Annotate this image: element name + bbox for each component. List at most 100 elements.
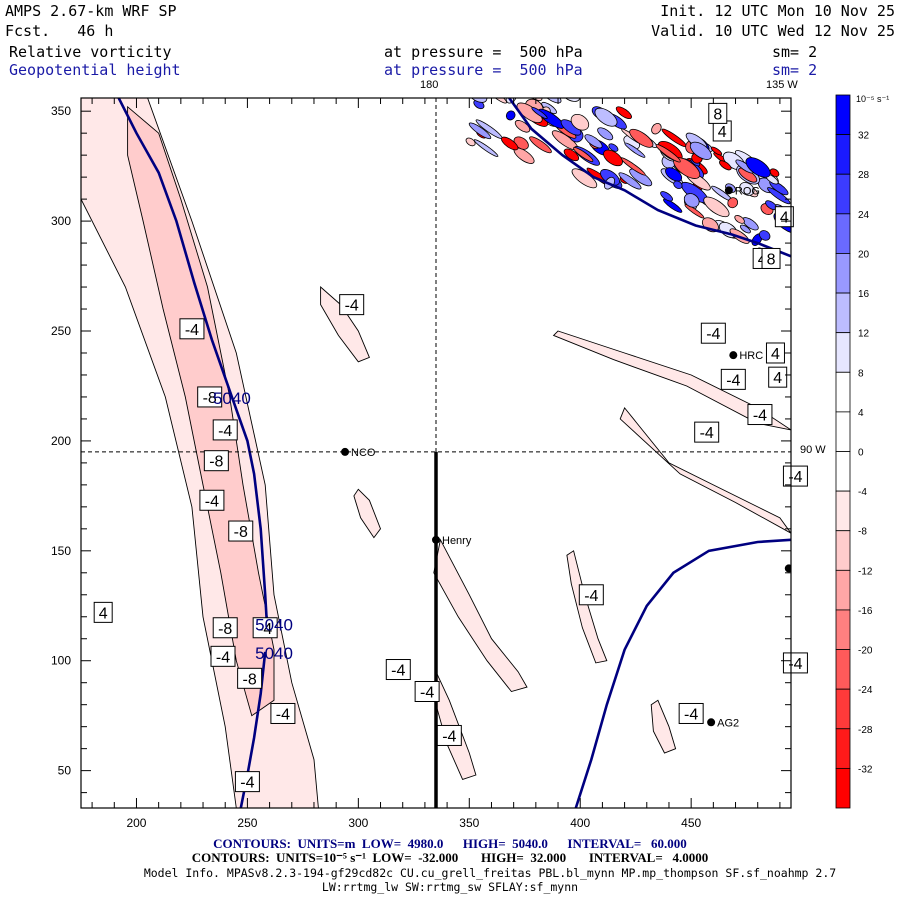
vorticity-contour-label: -4 — [179, 318, 205, 340]
y-tick-label: 150 — [51, 544, 71, 558]
model-title: AMPS 2.67-km WRF SP — [5, 2, 177, 20]
model-info-line2: LW:rrtmg_lw SW:rrtmg_sw SFLAY:sf_mynn — [321, 880, 579, 894]
y-tick-label: 50 — [58, 764, 72, 778]
vorticity-band-3 — [353, 488, 382, 539]
vorticity-cell — [665, 167, 683, 182]
vorticity-cell — [514, 98, 543, 101]
label-box — [237, 667, 263, 689]
colorbar-segment — [835, 767, 851, 809]
colorbar-tick-label: -12 — [858, 566, 873, 577]
vorticity-cell — [470, 63, 487, 80]
label-text: 4 — [718, 124, 727, 141]
label-text: -4 — [584, 588, 598, 605]
vorticity-cell — [531, 106, 548, 120]
label-box — [782, 652, 808, 674]
lon-135w-label: 135 W — [766, 79, 798, 91]
height-contour-5040-0 — [117, 98, 269, 633]
vorticity-cell — [472, 76, 500, 100]
colorbar-tick-label: -20 — [858, 646, 873, 657]
station-marker — [341, 447, 350, 456]
vorticity-contour-label: 4 — [712, 120, 732, 142]
station-rog: ROG — [724, 185, 760, 197]
vorticity-cell — [745, 157, 771, 178]
colorbar-tick-label: 12 — [858, 329, 870, 340]
field1-level: at pressure = 500 hPa — [384, 43, 583, 61]
vorticity-cell — [457, 77, 483, 99]
label-text: -8 — [203, 390, 217, 407]
label-box — [768, 366, 788, 388]
height-contour-label: 5040 — [213, 389, 251, 408]
height-contour-5040-2 — [574, 538, 791, 808]
vorticity-cell — [461, 53, 478, 70]
station-ag2: AG2 — [707, 717, 739, 729]
label-box — [252, 617, 278, 639]
label-box — [700, 322, 726, 344]
label-box — [436, 724, 462, 746]
vorticity-cell — [615, 106, 632, 120]
label-box — [212, 617, 238, 639]
vorticity-cell — [689, 141, 712, 160]
label-box — [199, 489, 225, 511]
vorticity-contour-label: -8 — [212, 617, 238, 639]
field2-level: at pressure = 500 hPa — [384, 61, 583, 79]
vorticity-contour-label: 8 — [761, 247, 781, 269]
colorbar-tick-label: 16 — [858, 289, 870, 300]
label-text: 4 — [773, 370, 782, 387]
vorticity-contour-label: -4 — [385, 659, 411, 681]
label-box — [197, 386, 223, 408]
label-text: -4 — [753, 408, 767, 425]
vorticity-cell — [673, 180, 683, 190]
station-marker — [724, 186, 733, 195]
label-text: -4 — [258, 621, 272, 638]
colorbar-segment — [835, 490, 851, 532]
vorticity-contour-label: -4 — [339, 294, 365, 316]
vorticity-contour-label: -8 — [237, 667, 263, 689]
colorbar-tick-label: -4 — [858, 487, 867, 498]
colorbar-tick-label: 20 — [858, 249, 870, 260]
label-text: -8 — [234, 524, 248, 541]
colorbar-tick-label: -24 — [858, 685, 873, 696]
vorticity-cell — [501, 136, 519, 151]
colorbar-segment — [835, 569, 851, 611]
vorticity-contour-label: 4 — [774, 206, 794, 228]
vorticity-contour-label: -4 — [270, 702, 296, 724]
vorticity-cell — [514, 120, 531, 133]
label-text: 8 — [767, 251, 776, 268]
vorticity-band-6 — [566, 550, 608, 664]
field1-name: Relative vorticity — [9, 43, 172, 61]
valid-time: Valid. 10 UTC Wed 12 Nov 25 — [651, 22, 895, 40]
station-label: AG2 — [717, 717, 739, 729]
colorbar: 32 28 24 20 16 12 8 4 0 -4 -8 -12 -16 -20 -24 -28 -32 10⁻… — [835, 94, 889, 809]
colorbar-tick-label: 24 — [858, 210, 870, 221]
x-tick-label: 350 — [459, 816, 479, 830]
vorticity-cell — [703, 196, 730, 218]
label-box — [203, 450, 229, 472]
vorticity-cell — [629, 128, 654, 148]
station-nco: NCO — [341, 447, 376, 459]
y-tick-label: 250 — [51, 324, 71, 338]
colorbar-tick-label: 0 — [858, 448, 864, 459]
vorticity-cell — [594, 107, 618, 127]
vorticity-cell — [465, 137, 476, 147]
vorticity-cell — [597, 127, 614, 141]
vorticity-cell — [719, 160, 732, 171]
colorbar-segment — [835, 609, 851, 650]
colorbar-segment — [835, 649, 851, 690]
label-text: -4 — [726, 372, 740, 389]
vorticity-cell — [584, 134, 603, 149]
vorticity-cell — [570, 114, 590, 131]
vorticity-cell — [529, 136, 552, 154]
vorticity-contour-label: -4 — [782, 465, 808, 487]
vorticity-contour-label: 4 — [765, 342, 785, 364]
station-henry: Henry — [432, 535, 472, 547]
vorticity-cell — [769, 168, 780, 177]
label-box — [228, 520, 254, 542]
vorticity-contour-label: -4 — [252, 617, 278, 639]
colorbar-segment — [835, 332, 851, 373]
vorticity-cell — [468, 122, 492, 140]
vorticity-contour-info: CONTOURS: UNITS=10⁻⁵ s⁻¹ LOW= -32.000 HI… — [191, 850, 709, 865]
vorticity-contour-label: -4 — [210, 645, 236, 667]
label-text: -4 — [240, 775, 254, 792]
height-contour-info: CONTOURS: UNITS=m LOW= 4980.0 HIGH= 5040… — [213, 836, 687, 851]
